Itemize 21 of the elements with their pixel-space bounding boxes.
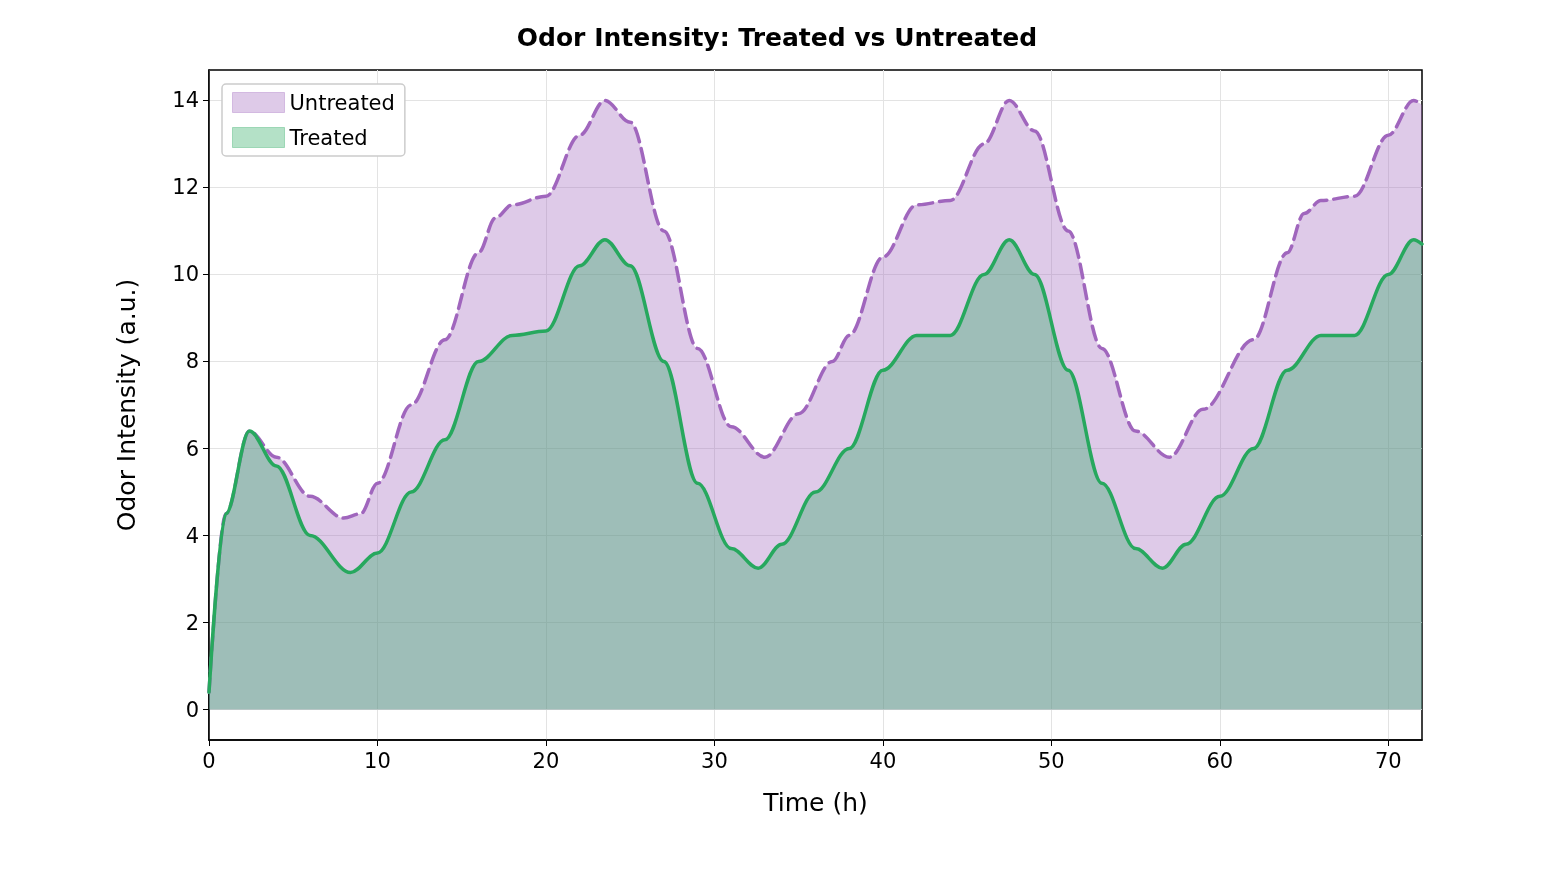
x-tick-label: 70 [1374,748,1402,773]
y-tick-label: 10 [172,262,199,287]
y-tick-label: 8 [185,349,199,374]
x-axis-title: Time (h) [762,788,868,817]
y-tick-label: 6 [185,436,199,461]
x-tick-label: 60 [1206,748,1234,773]
y-tick-label: 14 [172,88,199,113]
x-tick-label: 20 [532,748,560,773]
y-tick-label: 12 [172,175,199,200]
x-tick-label: 0 [202,748,216,773]
chart-title: Odor Intensity: Treated vs Untreated [516,23,1038,52]
legend-label: Untreated [289,90,395,115]
x-tick-label: 40 [869,748,897,773]
legend-label: Treated [288,125,368,150]
x-tick-label: 10 [364,748,391,773]
y-tick-label: 0 [185,697,199,722]
y-tick-label: 4 [185,523,199,548]
y-tick-label: 2 [185,610,199,635]
y-axis-title: Odor Intensity (a.u.) [112,278,141,532]
x-tick-label: 50 [1037,748,1065,773]
x-tick-label: 30 [701,748,728,773]
